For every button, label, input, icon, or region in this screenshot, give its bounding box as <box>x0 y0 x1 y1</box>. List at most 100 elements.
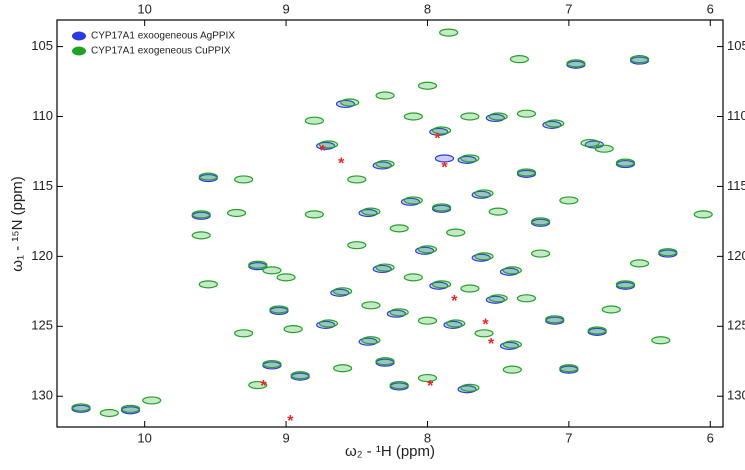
peak <box>559 196 579 205</box>
peak <box>502 340 522 349</box>
x-tick-label: 9 <box>282 430 289 445</box>
peak <box>234 175 254 184</box>
peak <box>460 112 480 121</box>
peak <box>417 245 438 254</box>
peak <box>375 357 395 366</box>
peak <box>234 329 254 338</box>
peak <box>460 154 480 163</box>
peak <box>580 138 600 148</box>
peak <box>516 294 537 303</box>
peak <box>142 396 162 405</box>
annotation: * <box>320 143 327 160</box>
peak <box>516 168 537 177</box>
annotation: * <box>287 413 294 430</box>
peak <box>559 364 579 373</box>
peak <box>318 319 339 328</box>
annotation: * <box>260 378 267 395</box>
peak <box>460 284 480 293</box>
x-tick-label: 7 <box>565 430 572 445</box>
peak <box>587 326 607 335</box>
peak <box>262 359 282 369</box>
peak <box>601 305 621 314</box>
y-axis-label: ω₁ - ¹⁵N (ppm) <box>9 176 26 272</box>
peak <box>389 224 409 233</box>
peak <box>417 316 438 325</box>
peak <box>516 109 537 118</box>
peak <box>434 154 455 163</box>
y-tick-label-right: 130 <box>727 388 745 403</box>
legend-label: CYP17A1 exoogeneous AgPPIX <box>91 31 235 42</box>
peak <box>290 371 310 380</box>
peak <box>262 266 282 275</box>
peak <box>389 308 409 317</box>
peak <box>432 126 452 135</box>
peak <box>198 280 218 289</box>
x-tick-label-top: 6 <box>707 1 714 16</box>
peak <box>318 140 339 149</box>
peak <box>304 210 324 219</box>
annotation: * <box>427 378 434 395</box>
y-tick-label-right: 125 <box>727 318 745 333</box>
peak <box>629 55 650 64</box>
peak <box>375 159 395 169</box>
peak <box>333 287 353 296</box>
peak <box>361 336 381 345</box>
peak <box>474 329 494 338</box>
peak <box>276 273 296 282</box>
peak <box>226 208 247 218</box>
peak <box>283 324 303 334</box>
peak <box>191 210 211 219</box>
peak <box>658 248 678 257</box>
peak <box>488 294 508 303</box>
peak <box>99 408 119 418</box>
y-tick-label: 130 <box>31 388 53 403</box>
peak <box>361 301 381 310</box>
peak <box>403 196 423 205</box>
peak <box>361 207 381 216</box>
peak <box>403 273 423 282</box>
annotation: * <box>338 155 345 172</box>
peak <box>347 175 367 184</box>
peak <box>474 252 494 261</box>
x-tick-label-top: 7 <box>565 1 572 16</box>
y-tick-label-right: 115 <box>727 178 745 193</box>
peak <box>446 319 466 328</box>
peak <box>594 144 614 153</box>
peak <box>191 231 211 240</box>
peak <box>340 98 360 107</box>
legend-swatch <box>72 46 86 56</box>
x-tick-label-top: 10 <box>137 1 151 16</box>
y-tick-label-right: 105 <box>727 38 745 53</box>
peak <box>417 373 438 383</box>
peak <box>375 263 395 272</box>
peak <box>347 241 367 250</box>
peak <box>545 315 565 324</box>
peak <box>615 158 636 167</box>
peak <box>502 266 522 275</box>
peak <box>375 91 395 100</box>
annotation: * <box>441 160 448 177</box>
x-tick-label: 8 <box>424 430 431 445</box>
x-tick-label: 6 <box>707 430 714 445</box>
peak <box>198 172 218 181</box>
x-tick-label: 10 <box>137 430 151 445</box>
y-tick-label: 120 <box>31 248 53 263</box>
peak <box>71 403 91 412</box>
peak <box>530 217 551 226</box>
peak <box>403 112 423 121</box>
peak <box>651 336 671 345</box>
annotation: * <box>451 293 458 310</box>
peak <box>417 81 438 90</box>
peak <box>629 259 650 268</box>
peak <box>389 380 409 390</box>
legend-swatch <box>72 31 86 41</box>
annotation: * <box>488 336 495 353</box>
peak <box>460 383 480 392</box>
peak <box>432 280 452 289</box>
peak <box>269 305 289 314</box>
peak <box>248 380 268 390</box>
peak <box>545 119 565 128</box>
peak <box>509 55 529 64</box>
annotation: * <box>482 316 489 333</box>
